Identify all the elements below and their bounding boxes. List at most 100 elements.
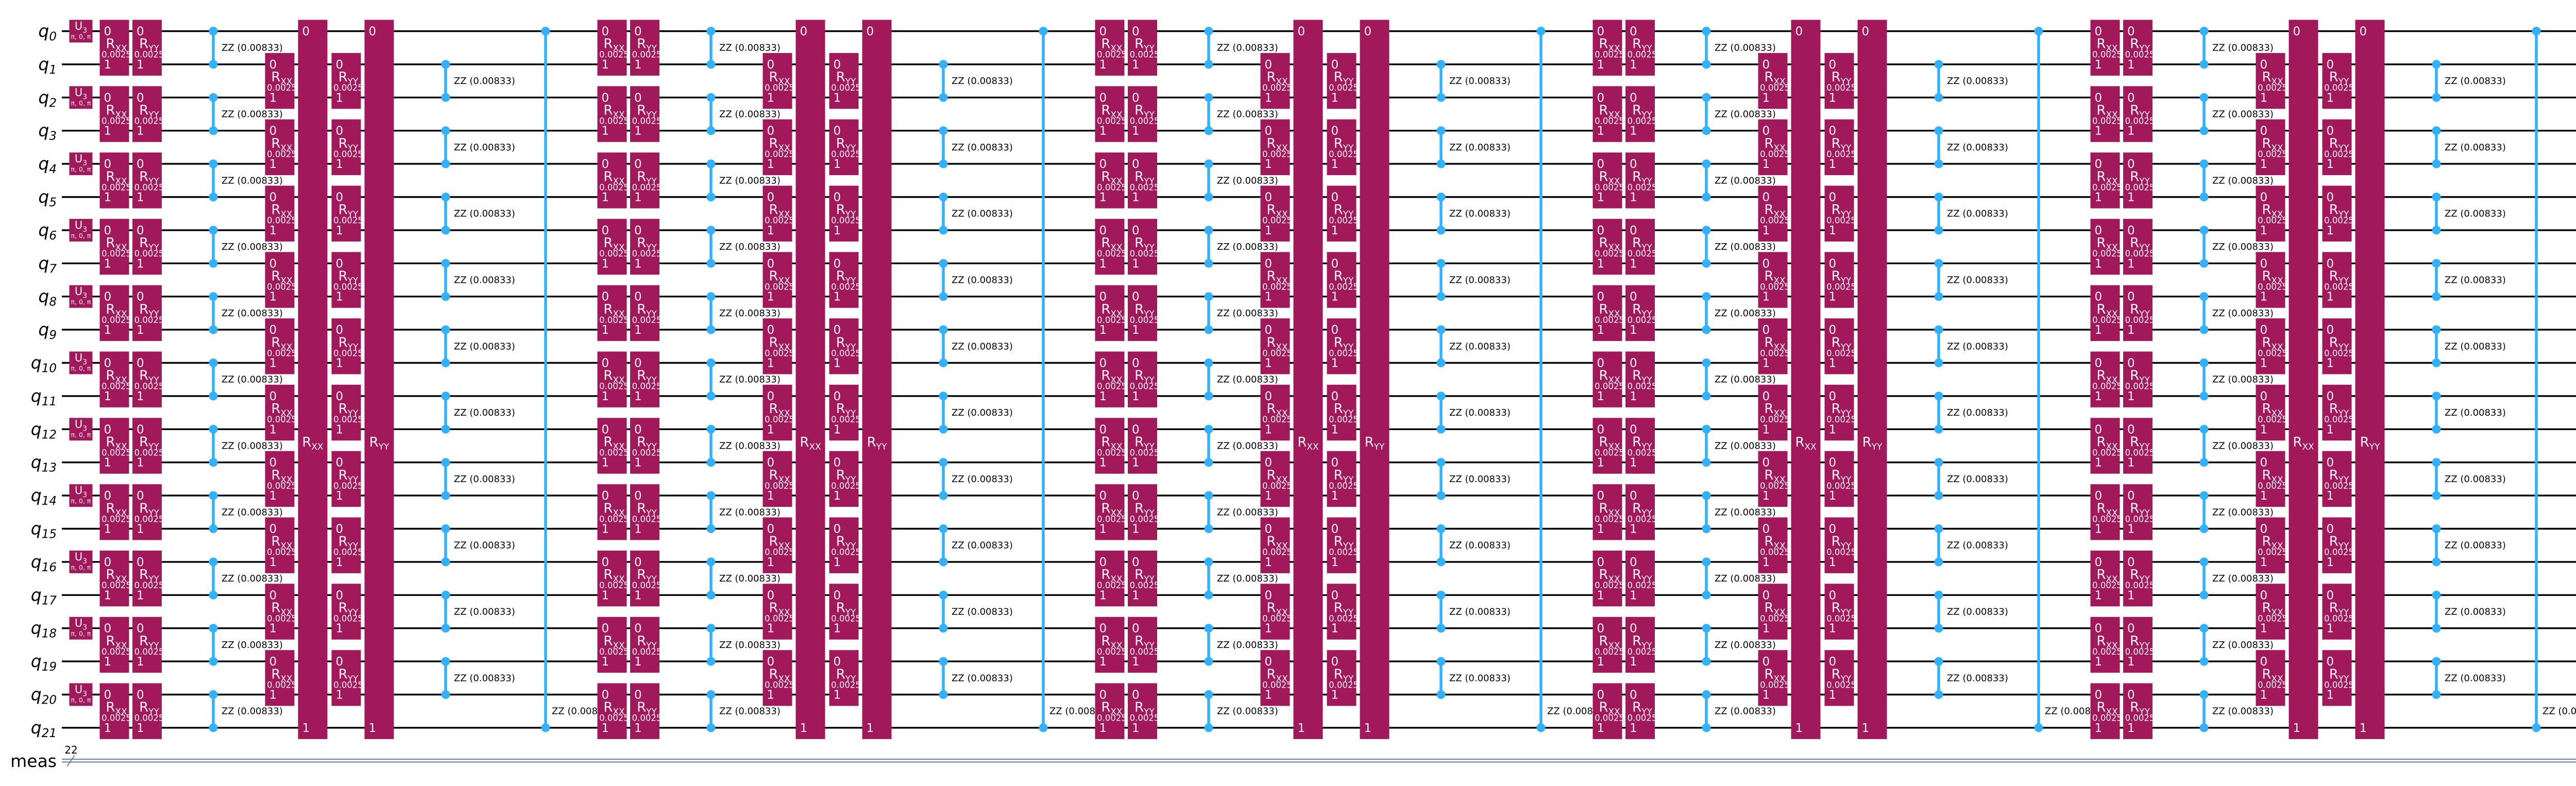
gate-qubit-index: 1 bbox=[1265, 158, 1273, 171]
rzz-label: ZZ (0.00833) bbox=[2543, 706, 2576, 717]
gate-param: 0.0025 bbox=[101, 647, 131, 657]
gate-qubit-index: 0 bbox=[1364, 25, 1372, 39]
rzz-gate: ZZ (0.00833) bbox=[209, 159, 283, 201]
gate-qubit-index: 0 bbox=[2095, 423, 2103, 436]
gate-qubit-index: 0 bbox=[1829, 58, 1837, 72]
gate-label: RXX bbox=[106, 169, 127, 186]
gate-qubit-index: 1 bbox=[269, 689, 277, 702]
gate-qubit-index: 0 bbox=[1132, 689, 1140, 702]
gate-qubit-index: 0 bbox=[767, 390, 775, 403]
gate-label: RYY bbox=[836, 667, 856, 684]
gate-param: 0.0025 bbox=[1628, 249, 1657, 259]
gate-qubit-index: 0 bbox=[602, 25, 609, 39]
gate-qubit-index: 1 bbox=[2327, 224, 2334, 237]
rzz-gate: ZZ (0.00833) bbox=[2432, 126, 2506, 168]
gate-label: RXX bbox=[106, 368, 127, 386]
rzz-control-dot bbox=[209, 391, 218, 401]
u3-gate: U3π, 0, π bbox=[69, 86, 93, 109]
rzz-gate: ZZ (0.00833) bbox=[1204, 159, 1278, 201]
rzz-label: ZZ (0.00833) bbox=[952, 76, 1013, 87]
gate-qubit-index: 0 bbox=[800, 25, 808, 39]
gate-qubit-index: 0 bbox=[1829, 589, 1837, 602]
gate-qubit-index: 0 bbox=[2260, 390, 2268, 403]
gate-qubit-index: 1 bbox=[634, 722, 642, 735]
gate-qubit-index: 1 bbox=[269, 357, 277, 370]
gate-label: RYY bbox=[338, 136, 359, 153]
rzz-gate: ZZ (0.00833) bbox=[706, 358, 781, 401]
gate-qubit-index: 0 bbox=[1762, 655, 1770, 669]
gate-param: 0.0025 bbox=[765, 548, 794, 557]
gate-label: RYY bbox=[1134, 302, 1155, 319]
rzz-control-dot bbox=[939, 358, 948, 367]
rzz-gate: ZZ (0.00833) bbox=[706, 624, 781, 666]
rzz-control-dot bbox=[1702, 60, 1711, 69]
gate-param: 0.0025 bbox=[1329, 282, 1359, 292]
gate-label: RXX bbox=[769, 401, 790, 419]
rzz-control-dot bbox=[939, 491, 948, 500]
rzz-control-dot bbox=[706, 624, 716, 633]
gate-label: RYY bbox=[139, 435, 159, 452]
gate-param: 0.0025 bbox=[1262, 216, 1292, 226]
gate-param: 0.0025 bbox=[2092, 249, 2122, 259]
rzz-control-dot bbox=[2199, 226, 2209, 235]
gate-param: 0.0025 bbox=[1262, 83, 1292, 93]
gate-label: RXX bbox=[2096, 368, 2118, 386]
gate-qubit-index: 1 bbox=[602, 191, 609, 204]
rzz-control-dot bbox=[2199, 624, 2209, 633]
gate-qubit-index: 0 bbox=[1099, 489, 1107, 503]
rzz-control-dot bbox=[1934, 259, 1943, 268]
gate-qubit-index: 0 bbox=[137, 357, 144, 370]
rzz-control-dot bbox=[441, 458, 450, 467]
u3-gate: U3π, 0, π bbox=[69, 152, 93, 176]
gate-qubit-index: 0 bbox=[104, 357, 112, 370]
rzz-label: ZZ (0.00833) bbox=[1715, 109, 1776, 120]
rzz-control-dot bbox=[1436, 491, 1446, 500]
rzz-control-dot bbox=[2199, 491, 2209, 500]
gate-qubit-index: 0 bbox=[634, 622, 642, 636]
gate-qubit-index: 1 bbox=[2260, 158, 2268, 171]
rzz-gate: ZZ (0.00833) bbox=[1702, 159, 1776, 201]
rzz-gate: ZZ (0.00833) bbox=[1204, 358, 1278, 401]
gate-qubit-index: 0 bbox=[1597, 357, 1605, 370]
gate-label: RXX bbox=[106, 103, 127, 121]
rzz-control-dot bbox=[1436, 690, 1446, 699]
gate-label: RYY bbox=[2329, 468, 2349, 485]
gate-qubit-index: 0 bbox=[1597, 25, 1605, 39]
gate-param: 0.0025 bbox=[1826, 415, 1856, 424]
gate-label: RYY bbox=[1632, 103, 1652, 121]
gate-qubit-index: 0 bbox=[834, 125, 841, 138]
gate-param: 0.0025 bbox=[2324, 83, 2354, 93]
gate-param: 0.0025 bbox=[1628, 647, 1657, 657]
rzz-label: ZZ (0.00833) bbox=[2212, 640, 2274, 651]
gate-label: RXX bbox=[603, 501, 625, 518]
gate-qubit-index: 1 bbox=[2095, 722, 2103, 735]
gate-qubit-index: 0 bbox=[2127, 25, 2135, 39]
rzz-gate: ZZ (0.00833) bbox=[939, 60, 1013, 102]
gate-qubit-index: 1 bbox=[269, 622, 277, 636]
gate-label: RYY bbox=[836, 468, 856, 485]
gate-param: 0.0025 bbox=[1130, 580, 1160, 590]
gate-label: RXX bbox=[1764, 401, 1786, 419]
gate-qubit-index: 1 bbox=[1829, 291, 1837, 304]
u3-gate-params: π, 0, π bbox=[71, 431, 91, 438]
rzz-label: ZZ (0.00833) bbox=[1947, 407, 2008, 418]
gate-label: RXX bbox=[603, 37, 625, 54]
gate-param: 0.0025 bbox=[632, 580, 662, 590]
rzz-control-dot bbox=[1204, 557, 1213, 567]
gate-label: RYY bbox=[338, 70, 359, 87]
rzz-label: ZZ (0.00833) bbox=[952, 673, 1013, 684]
gate-qubit-index: 0 bbox=[104, 622, 112, 636]
